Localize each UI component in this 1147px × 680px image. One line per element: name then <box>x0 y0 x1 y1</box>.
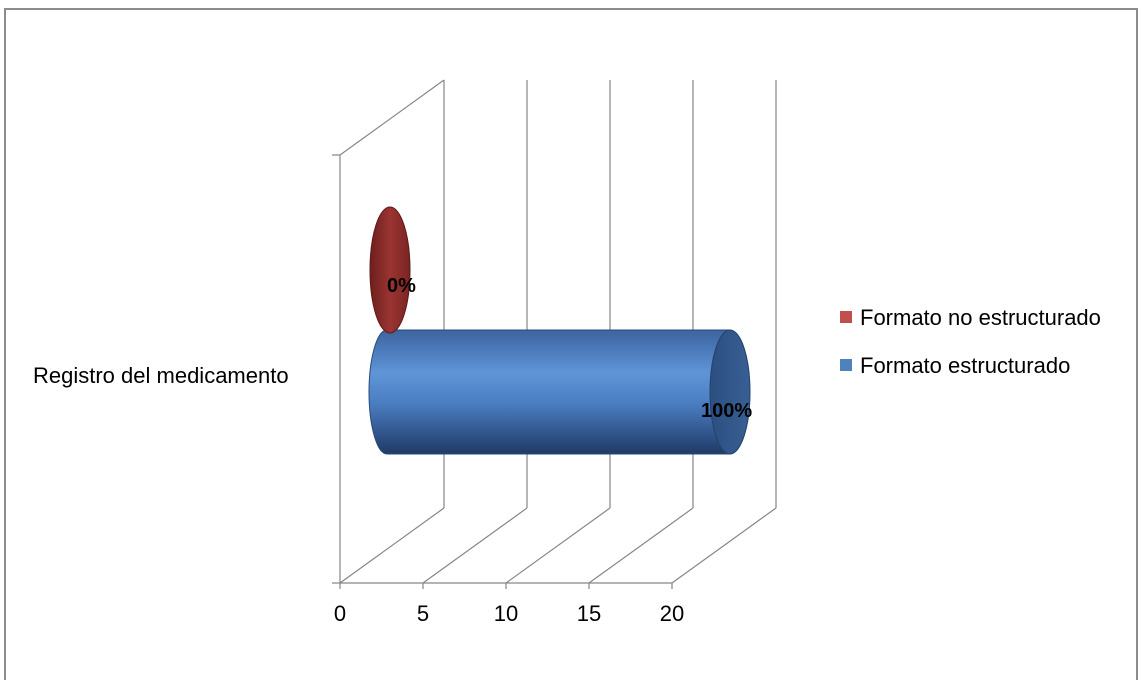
legend-label: Formato estructurado <box>860 353 1070 378</box>
floor-gridline <box>505 507 611 584</box>
labels: 0 5 10 15 20 Registro del medicamento 100% 0% <box>33 275 752 626</box>
legend-swatch <box>840 311 852 323</box>
category-label: Registro del medicamento <box>33 363 289 388</box>
floor-gridline <box>422 507 528 584</box>
bar-end-cap-formato-estructurado <box>709 329 751 455</box>
x-tick-label: 15 <box>577 601 601 626</box>
floor-gridline <box>588 507 694 584</box>
floor-gridline <box>671 507 777 584</box>
bar-formato-estructurado <box>368 329 731 455</box>
left-wall-top-edge <box>339 79 445 156</box>
x-tick-label: 0 <box>334 601 346 626</box>
x-tick-label: 5 <box>417 601 429 626</box>
bar-formato-no-estructurado <box>369 206 411 334</box>
legend-label: Formato no estructurado <box>860 305 1101 330</box>
x-tick-label: 10 <box>494 601 518 626</box>
data-label-formato-estructurado: 100% <box>701 400 752 422</box>
floor-gridline <box>339 507 445 584</box>
x-tick-label: 20 <box>660 601 684 626</box>
bars <box>368 206 751 455</box>
legend-swatch <box>840 359 852 371</box>
legend: Formato no estructurado Formato estructur… <box>840 305 1101 378</box>
data-label-formato-no-estructurado: 0% <box>387 275 416 297</box>
